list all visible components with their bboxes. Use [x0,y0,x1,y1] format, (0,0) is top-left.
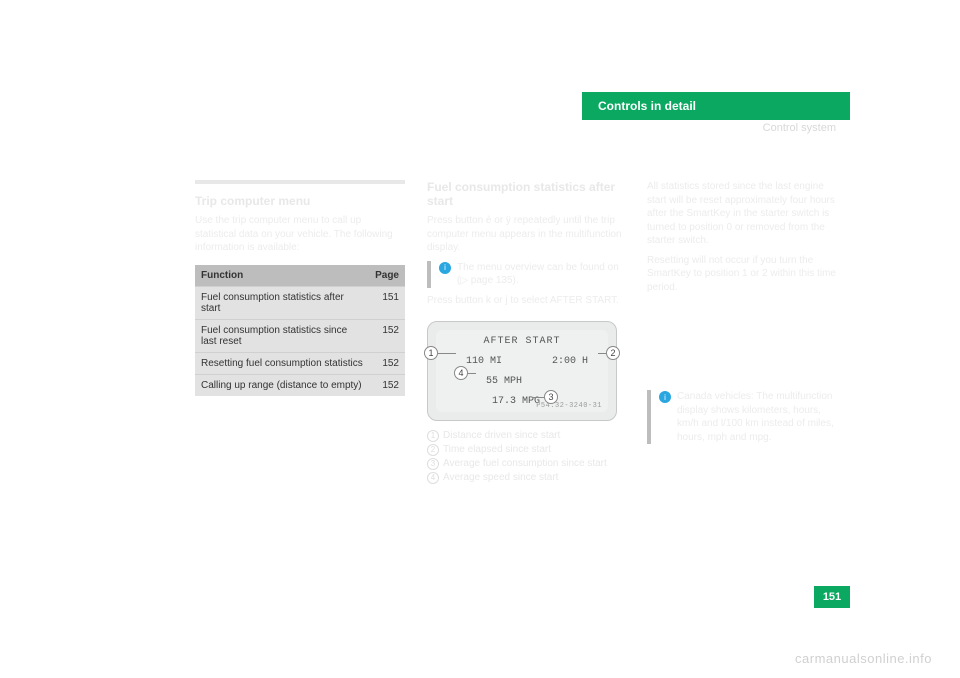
legend-text: Time elapsed since start [443,444,551,455]
spacer [647,300,845,390]
legend-text: Distance driven since start [443,430,560,441]
display-figure: AFTER START 110 MI 2:00 H 55 MPH 17.3 MP… [427,321,617,421]
lcd-title: AFTER START [436,336,608,347]
content-columns: Trip computer menu Use the trip computer… [195,180,845,485]
callout-2: 2 [606,346,620,360]
table-header-page: Page [369,265,405,287]
callout-1: 1 [424,346,438,360]
table-cell-fn: Resetting fuel consumption statistics [195,352,369,374]
table-cell-pg: 152 [369,374,405,396]
section-header: Controls in detail [582,92,850,120]
callout-3: 3 [544,390,558,404]
info-note: i Canada vehicles: The multifunction dis… [647,390,845,444]
col2-heading: Fuel consumption statistics after start [427,180,625,208]
col3-para1: All statistics stored since the last eng… [647,180,845,248]
lcd-distance: 110 MI [466,356,502,367]
legend-text: Average fuel consumption since start [443,458,607,469]
col2-step2: Press button k or j to select AFTER STAR… [427,294,625,308]
lcd-speed: 55 MPH [486,376,522,387]
table-row: Calling up range (distance to empty) 152 [195,374,405,396]
table-row: Resetting fuel consumption statistics 15… [195,352,405,374]
page-number: 151 [814,586,850,608]
leader-line [468,373,476,374]
manual-page: Controls in detail Control system Trip c… [0,0,960,678]
legend-num: 3 [427,458,439,470]
info-icon: i [659,391,671,403]
info-bar [647,390,651,444]
table-row: Fuel consumption statistics after start … [195,286,405,319]
trip-menu-heading: Trip computer menu [195,194,405,208]
trip-menu-intro: Use the trip computer menu to call up st… [195,214,405,255]
figure-legend: 1 Distance driven since start 2 Time elaps… [427,429,625,485]
table-row: Fuel consumption statistics since last r… [195,319,405,352]
section-subtitle: Control system [582,122,850,134]
info-icon: i [439,262,451,274]
column-1: Trip computer menu Use the trip computer… [195,180,405,485]
info-note: i The menu overview can be found on (▷ p… [427,261,625,288]
legend-num: 2 [427,444,439,456]
watermark: carmanualsonline.info [795,651,932,666]
info-text: The menu overview can be found on (▷ pag… [457,261,625,288]
table-cell-pg: 152 [369,352,405,374]
function-table: Function Page Fuel consumption statistic… [195,265,405,396]
leader-line [598,353,606,354]
leader-line [532,397,544,398]
table-cell-fn: Fuel consumption statistics after start [195,286,369,319]
col3-para2: Resetting will not occur if you turn the… [647,254,845,295]
table-cell-pg: 151 [369,286,405,319]
figure-id: P54.32-3240-31 [536,402,602,410]
column-2: Fuel consumption statistics after start … [427,180,625,485]
table-header-function: Function [195,265,369,287]
callout-4: 4 [454,366,468,380]
info-text: Canada vehicles: The multifunction displ… [677,390,845,444]
table-cell-fn: Fuel consumption statistics since last r… [195,319,369,352]
col2-step1: Press button è or ÿ repeatedly until the… [427,214,625,255]
legend-num: 1 [427,430,439,442]
lcd-time: 2:00 H [552,356,588,367]
leader-line [438,353,456,354]
info-bar [427,261,431,288]
section-title: Controls in detail [598,99,696,113]
column-rule [195,180,405,184]
column-3: All statistics stored since the last eng… [647,180,845,485]
table-cell-pg: 152 [369,319,405,352]
legend-text: Average speed since start [443,472,558,483]
legend-num: 4 [427,472,439,484]
table-cell-fn: Calling up range (distance to empty) [195,374,369,396]
